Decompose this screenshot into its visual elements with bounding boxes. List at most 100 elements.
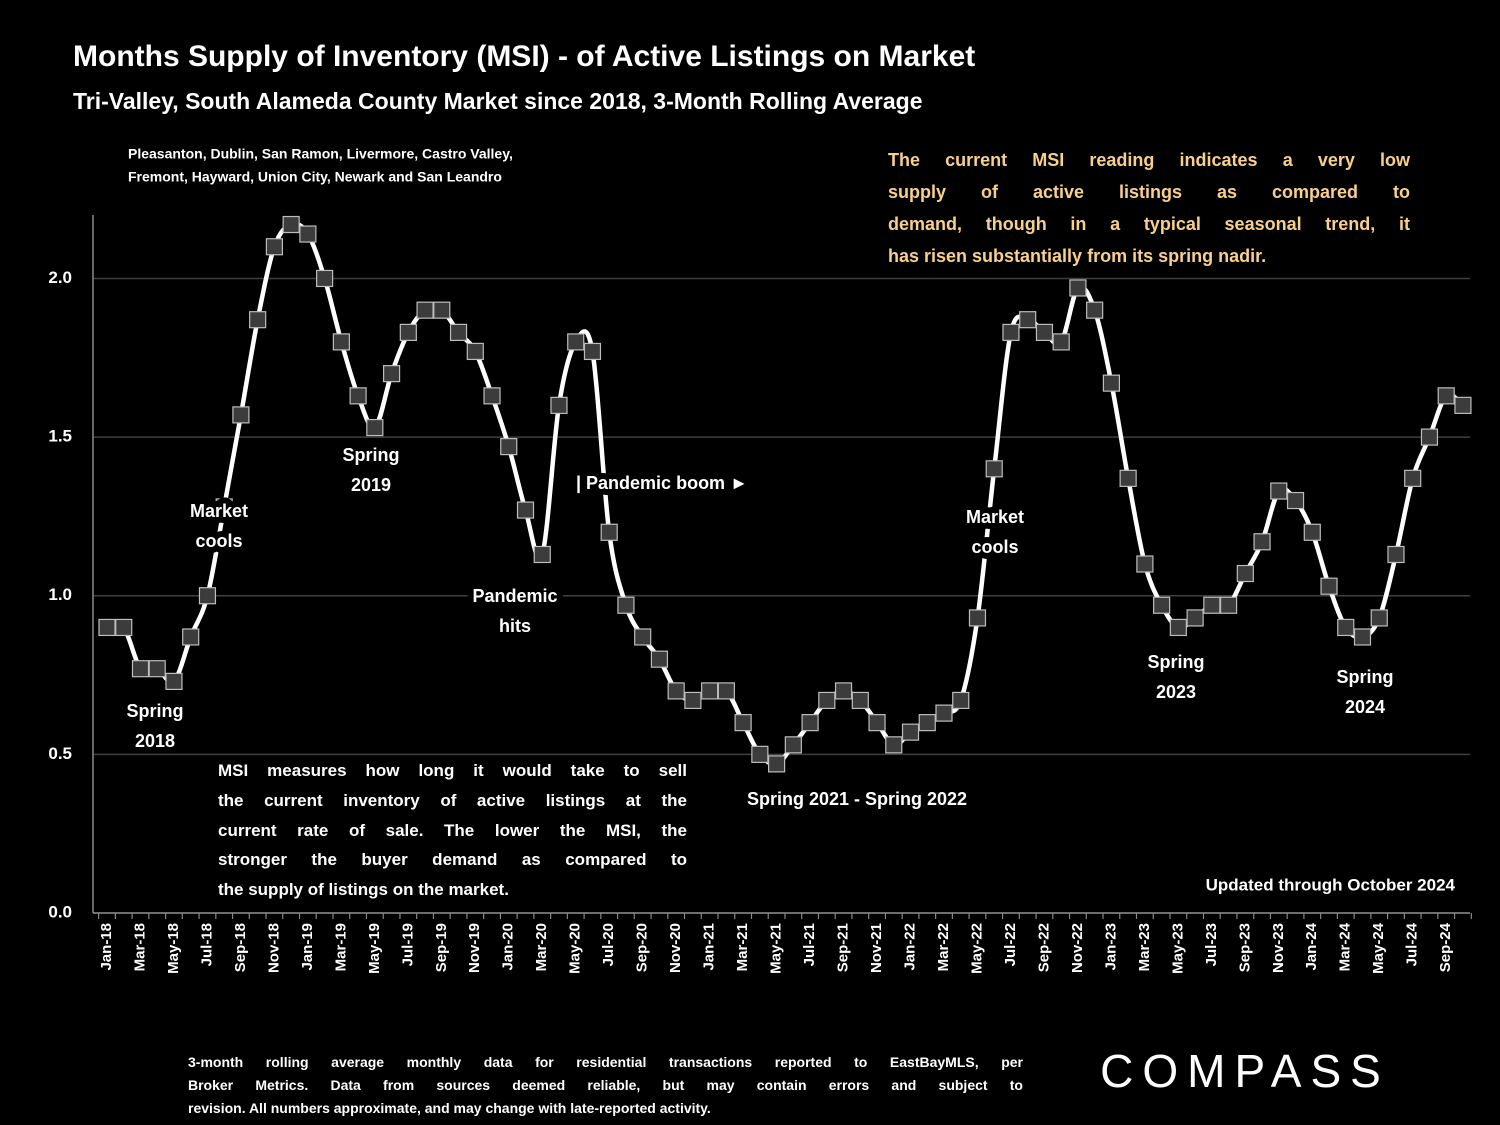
data-marker [985, 460, 1003, 478]
data-marker [634, 628, 652, 646]
data-marker [968, 609, 987, 627]
x-tick-label: Jan-19 [299, 923, 316, 971]
data-marker [1353, 628, 1372, 646]
x-tick-label: Jul-21 [801, 923, 818, 966]
annotation: cools [971, 537, 1018, 557]
annotation: Spring [1337, 667, 1394, 687]
data-marker [1437, 387, 1455, 405]
data-marker [316, 269, 334, 288]
data-marker [282, 215, 300, 234]
data-marker [550, 396, 568, 414]
data-marker [1370, 609, 1388, 627]
data-marker [1019, 311, 1037, 329]
x-tick-label: Mar-18 [131, 923, 148, 971]
data-marker [801, 714, 819, 732]
x-tick-label: Nov-18 [265, 923, 282, 973]
annotation: 2024 [1345, 697, 1385, 717]
definition: MSI measures how long it would take to s… [218, 756, 687, 905]
data-marker [366, 418, 384, 437]
logo: COMPASS [1100, 1045, 1390, 1097]
data-marker [751, 745, 769, 763]
x-tick-label: May-19 [366, 923, 383, 974]
x-tick-label: Jan-23 [1102, 923, 1119, 971]
x-tick-label: Mar-23 [1136, 923, 1153, 971]
annotation: hits [499, 616, 531, 636]
data-marker [818, 691, 836, 710]
annotation: Spring [127, 701, 184, 721]
x-tick-label: Nov-21 [868, 923, 885, 973]
data-marker [115, 618, 133, 637]
x-tick-label: Jan-22 [901, 923, 918, 971]
data-marker [349, 387, 367, 405]
definition-line: stronger the buyer demand as compared to [218, 850, 687, 870]
data-marker [1236, 564, 1254, 583]
data-marker [1404, 469, 1422, 487]
data-marker [583, 342, 602, 361]
x-tick-label: Jul-18 [198, 923, 215, 966]
source-line: Broker Metrics. Data from sources deemed… [188, 1077, 1023, 1093]
data-marker [165, 672, 183, 690]
data-marker [98, 618, 116, 637]
data-marker [868, 714, 886, 732]
commentary-line: The current MSI reading indicates a very… [888, 150, 1410, 170]
x-tick-label: May-23 [1169, 923, 1186, 974]
data-marker [148, 660, 166, 678]
y-tick-label: 0.0 [48, 902, 72, 921]
data-marker [1320, 577, 1338, 595]
data-marker [1420, 428, 1439, 446]
data-marker [1153, 596, 1171, 614]
data-marker [265, 238, 283, 256]
x-tick-label: Jan-24 [1303, 922, 1320, 970]
commentary: The current MSI reading indicates a very… [888, 144, 1410, 272]
data-marker [600, 523, 618, 541]
x-tick-label: Mar-20 [533, 923, 550, 971]
x-tick-label: Jul-20 [600, 923, 617, 966]
x-tick-label: Mar-19 [332, 923, 349, 971]
annotation: Spring [1148, 652, 1205, 672]
data-marker [182, 628, 200, 646]
data-marker [433, 301, 451, 319]
x-tick-label: Sep-20 [634, 923, 651, 972]
x-tick-label: Mar-22 [935, 923, 952, 971]
x-tick-label: Jul-22 [1002, 923, 1019, 966]
data-marker [784, 736, 802, 754]
annotation: | Pandemic boom ► [576, 473, 748, 493]
data-marker [650, 650, 669, 668]
x-tick-label: May-21 [768, 923, 785, 974]
x-tick-label: Nov-22 [1069, 923, 1086, 973]
annotation: 2023 [1156, 682, 1196, 702]
annotation: 2018 [135, 731, 175, 751]
data-marker [449, 323, 468, 341]
definition-line: current rate of sale. The lower the MSI,… [218, 820, 687, 840]
data-marker [1035, 323, 1054, 341]
data-marker [332, 333, 350, 351]
data-marker [533, 545, 551, 564]
data-marker [1387, 545, 1405, 564]
data-marker [1002, 323, 1020, 341]
data-marker [1253, 533, 1271, 551]
source-note: 3-month rolling average monthly data for… [188, 1051, 1023, 1120]
data-marker [483, 387, 501, 405]
annotation: cools [195, 531, 242, 551]
x-tick-label: May-24 [1370, 922, 1387, 974]
data-marker [1286, 491, 1305, 510]
data-marker [399, 323, 417, 341]
data-marker [1069, 279, 1087, 297]
x-tick-label: Jul-24 [1404, 922, 1421, 966]
definition-line: MSI measures how long it would take to s… [218, 761, 687, 780]
definition-line: the current inventory of active listings… [218, 790, 687, 810]
data-marker [918, 714, 936, 732]
updated-note: Updated through October 2024 [1206, 875, 1456, 894]
data-marker [1102, 374, 1121, 392]
data-marker [215, 498, 233, 516]
data-marker [382, 365, 401, 383]
data-marker [667, 682, 685, 700]
x-tick-label: Nov-19 [466, 923, 483, 973]
x-tick-label: Sep-21 [835, 923, 852, 972]
data-marker [1086, 301, 1104, 319]
data-marker [416, 301, 434, 319]
x-tick-label: Jan-20 [500, 923, 517, 971]
source-line: revision. All numbers approximate, and m… [188, 1100, 711, 1116]
data-marker [1119, 469, 1137, 487]
data-marker [1303, 523, 1321, 541]
